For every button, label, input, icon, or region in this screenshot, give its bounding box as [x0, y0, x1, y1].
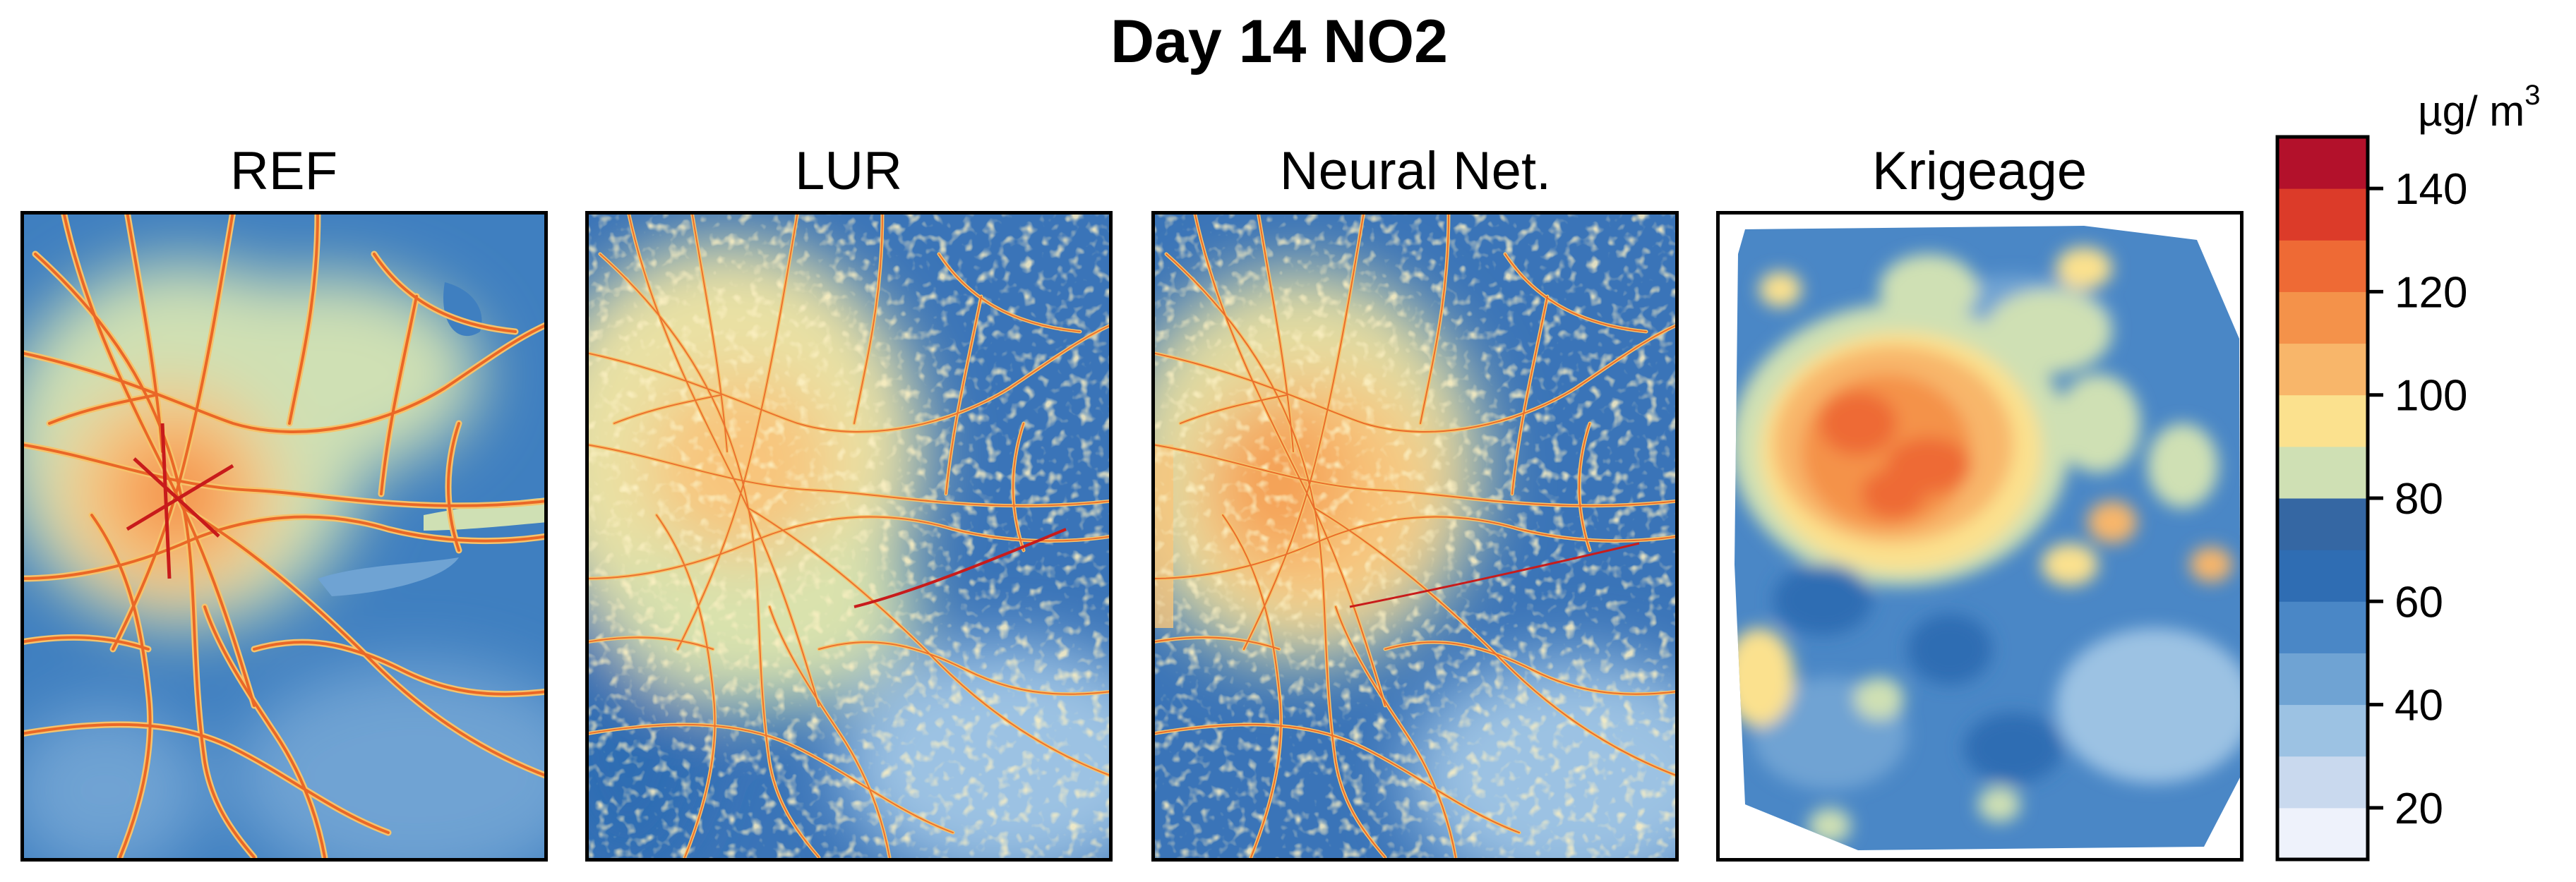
colorbar-bin	[2277, 807, 2368, 860]
panel-neural-net-map	[1151, 211, 1679, 862]
colorbar-bin	[2277, 291, 2368, 344]
colorbar-bin	[2277, 550, 2368, 602]
panel-ref-map	[20, 211, 548, 862]
colorbar-unit: µg/ m3	[2418, 80, 2541, 135]
colorbar-tick-label: 140	[2395, 165, 2467, 214]
panel-title-neural-net: Neural Net.	[1280, 141, 1551, 201]
colorbar-bin	[2277, 653, 2368, 706]
colorbar: µg/ m3 20 40 60 80 100 120 140	[2275, 80, 2541, 862]
colorbar-tick-label: 40	[2395, 682, 2443, 730]
panel-lur-map	[585, 211, 1113, 862]
panel-title-ref: REF	[230, 141, 337, 201]
colorbar-bin	[2277, 240, 2368, 292]
colorbar-bin	[2277, 446, 2368, 499]
colorbar-bin	[2277, 756, 2368, 809]
colorbar-ticks: 20 40 60 80 100 120 140	[2368, 165, 2467, 833]
colorbar-bin	[2277, 137, 2368, 189]
panel-title-lur: LUR	[795, 141, 902, 201]
colorbar-bin	[2277, 394, 2368, 447]
colorbar-bin	[2277, 188, 2368, 241]
colorbar-bins	[2277, 137, 2368, 860]
figure-title: Day 14 NO2	[1110, 8, 1448, 75]
colorbar-tick-label: 120	[2395, 268, 2467, 317]
colorbar-tick-label: 60	[2395, 578, 2443, 627]
panel-title-krigeage: Krigeage	[1872, 141, 2087, 201]
colorbar-bin	[2277, 498, 2368, 550]
panel-krigeage-map	[1716, 211, 2243, 862]
colorbar-tick-label: 20	[2395, 785, 2443, 833]
colorbar-bin	[2277, 343, 2368, 396]
colorbar-tick-label: 100	[2395, 372, 2467, 421]
colorbar-bin	[2277, 601, 2368, 653]
colorbar-bin	[2277, 704, 2368, 757]
colorbar-tick-label: 80	[2395, 475, 2443, 524]
